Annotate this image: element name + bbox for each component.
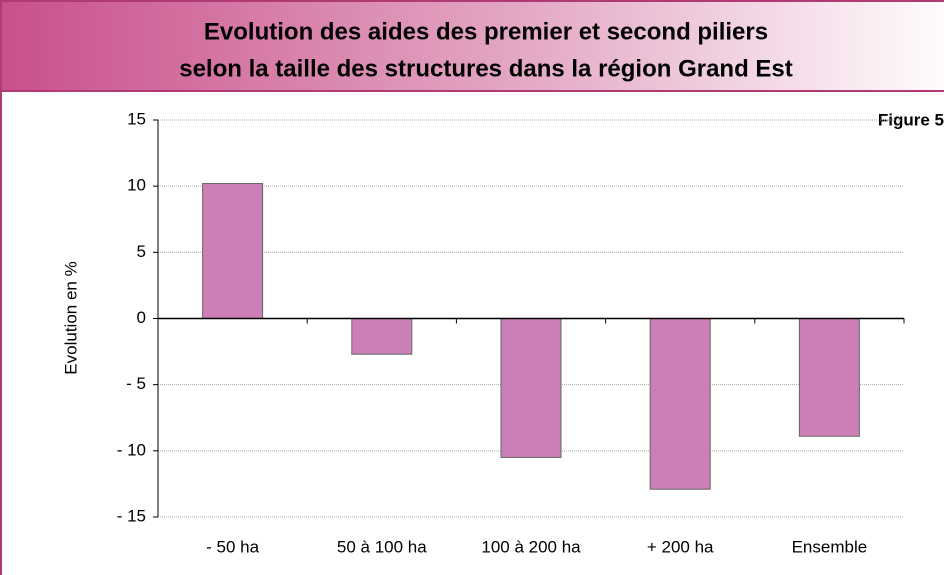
header-band	[0, 0, 944, 92]
y-axis-label: Evolution en %	[61, 261, 80, 374]
x-tick-label: 100 à 200 ha	[481, 537, 581, 556]
x-tick-label: - 50 ha	[206, 537, 259, 556]
bar	[798, 318, 860, 437]
y-tick-label: - 5	[126, 374, 146, 393]
bar	[500, 318, 562, 458]
annotation: Figure 5	[878, 110, 944, 129]
x-tick-label: Ensemble	[792, 537, 868, 556]
y-tick-label: 15	[127, 109, 146, 128]
y-tick-label: - 15	[117, 506, 146, 525]
y-tick-label: 10	[127, 176, 146, 195]
y-tick-label: - 10	[117, 440, 146, 459]
chart-title: selon la taille des structures dans la r…	[179, 55, 793, 82]
bar	[202, 183, 264, 319]
x-tick-label: + 200 ha	[647, 537, 714, 556]
y-tick-label: 0	[137, 308, 146, 327]
x-tick-label: 50 à 100 ha	[337, 537, 427, 556]
bar	[649, 318, 711, 490]
y-tick-label: 5	[137, 242, 146, 261]
bar	[351, 318, 413, 355]
chart-title: Evolution des aides des premier et secon…	[204, 18, 768, 45]
